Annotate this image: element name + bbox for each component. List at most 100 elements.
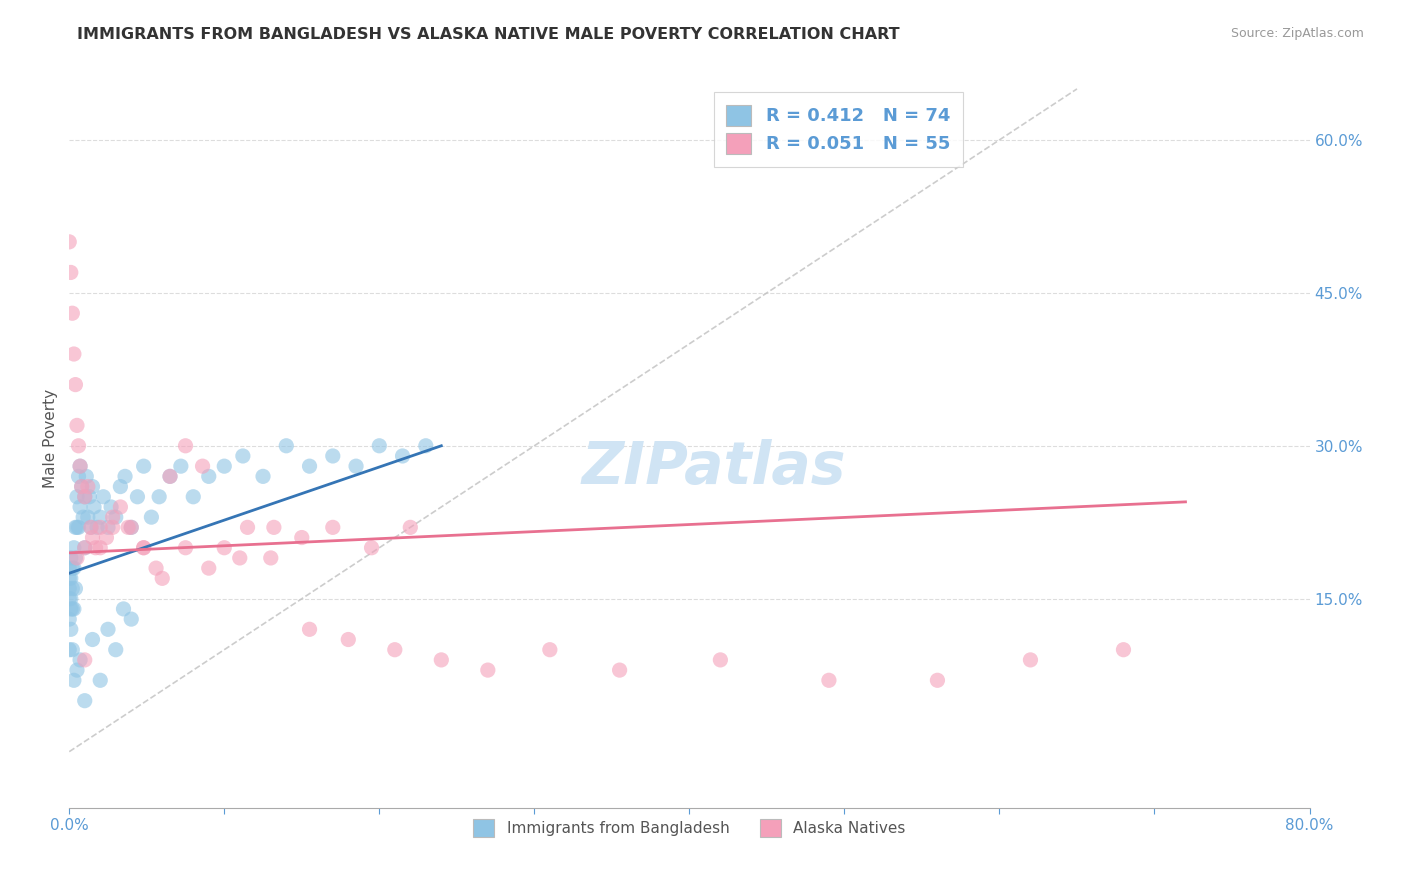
Point bbox=[337, 632, 360, 647]
Point bbox=[927, 673, 949, 688]
Point bbox=[72, 510, 94, 524]
Point bbox=[120, 520, 142, 534]
Point bbox=[132, 459, 155, 474]
Point bbox=[148, 490, 170, 504]
Point bbox=[104, 510, 127, 524]
Point bbox=[65, 520, 87, 534]
Point bbox=[84, 541, 107, 555]
Point bbox=[58, 591, 80, 606]
Point bbox=[73, 694, 96, 708]
Point bbox=[174, 439, 197, 453]
Point bbox=[322, 520, 344, 534]
Point bbox=[127, 490, 149, 504]
Point bbox=[538, 642, 561, 657]
Point bbox=[252, 469, 274, 483]
Point bbox=[70, 479, 93, 493]
Legend: Immigrants from Bangladesh, Alaska Natives: Immigrants from Bangladesh, Alaska Nativ… bbox=[465, 812, 914, 845]
Point bbox=[197, 469, 219, 483]
Point bbox=[150, 571, 173, 585]
Point bbox=[477, 663, 499, 677]
Point bbox=[818, 673, 841, 688]
Point bbox=[80, 520, 103, 534]
Point bbox=[59, 623, 82, 637]
Point bbox=[58, 582, 80, 596]
Point bbox=[298, 459, 321, 474]
Point bbox=[112, 602, 135, 616]
Point bbox=[89, 541, 111, 555]
Point bbox=[82, 531, 104, 545]
Point bbox=[236, 520, 259, 534]
Point bbox=[368, 439, 391, 453]
Point bbox=[141, 510, 163, 524]
Point bbox=[66, 418, 89, 433]
Point bbox=[67, 469, 90, 483]
Point bbox=[66, 490, 89, 504]
Point bbox=[59, 550, 82, 565]
Point bbox=[181, 490, 204, 504]
Point bbox=[58, 612, 80, 626]
Text: ZIPatlas: ZIPatlas bbox=[582, 439, 846, 496]
Point bbox=[75, 469, 97, 483]
Point bbox=[101, 520, 124, 534]
Point bbox=[91, 490, 114, 504]
Point bbox=[415, 439, 437, 453]
Point bbox=[58, 561, 80, 575]
Point bbox=[197, 561, 219, 575]
Point bbox=[101, 510, 124, 524]
Point bbox=[96, 531, 118, 545]
Point bbox=[60, 561, 83, 575]
Point bbox=[132, 541, 155, 555]
Point bbox=[97, 623, 120, 637]
Point bbox=[132, 541, 155, 555]
Point bbox=[73, 490, 96, 504]
Point bbox=[59, 265, 82, 279]
Point bbox=[117, 520, 139, 534]
Point bbox=[110, 479, 132, 493]
Point bbox=[214, 459, 236, 474]
Point bbox=[276, 439, 298, 453]
Point bbox=[60, 602, 83, 616]
Point bbox=[66, 550, 89, 565]
Point bbox=[69, 459, 91, 474]
Point bbox=[69, 653, 91, 667]
Point bbox=[214, 541, 236, 555]
Point bbox=[59, 591, 82, 606]
Point bbox=[65, 550, 87, 565]
Point bbox=[399, 520, 422, 534]
Point bbox=[89, 510, 111, 524]
Point bbox=[80, 520, 103, 534]
Point bbox=[82, 479, 104, 493]
Point bbox=[232, 449, 254, 463]
Point bbox=[229, 550, 252, 565]
Point bbox=[63, 541, 86, 555]
Point bbox=[120, 612, 142, 626]
Point bbox=[58, 235, 80, 249]
Point bbox=[344, 459, 367, 474]
Point bbox=[76, 510, 98, 524]
Point bbox=[63, 602, 86, 616]
Point bbox=[83, 500, 105, 514]
Point bbox=[114, 469, 136, 483]
Point bbox=[298, 623, 321, 637]
Point bbox=[609, 663, 631, 677]
Point bbox=[65, 582, 87, 596]
Point bbox=[159, 469, 181, 483]
Point bbox=[430, 653, 453, 667]
Point bbox=[63, 347, 86, 361]
Point bbox=[86, 520, 108, 534]
Point bbox=[73, 541, 96, 555]
Point bbox=[145, 561, 167, 575]
Point bbox=[60, 582, 83, 596]
Point bbox=[66, 520, 89, 534]
Point bbox=[73, 653, 96, 667]
Point bbox=[73, 541, 96, 555]
Point bbox=[67, 520, 90, 534]
Text: IMMIGRANTS FROM BANGLADESH VS ALASKA NATIVE MALE POVERTY CORRELATION CHART: IMMIGRANTS FROM BANGLADESH VS ALASKA NAT… bbox=[77, 27, 900, 42]
Point bbox=[709, 653, 731, 667]
Point bbox=[79, 490, 101, 504]
Point bbox=[191, 459, 214, 474]
Point bbox=[63, 673, 86, 688]
Point bbox=[1019, 653, 1042, 667]
Point bbox=[174, 541, 197, 555]
Point bbox=[59, 602, 82, 616]
